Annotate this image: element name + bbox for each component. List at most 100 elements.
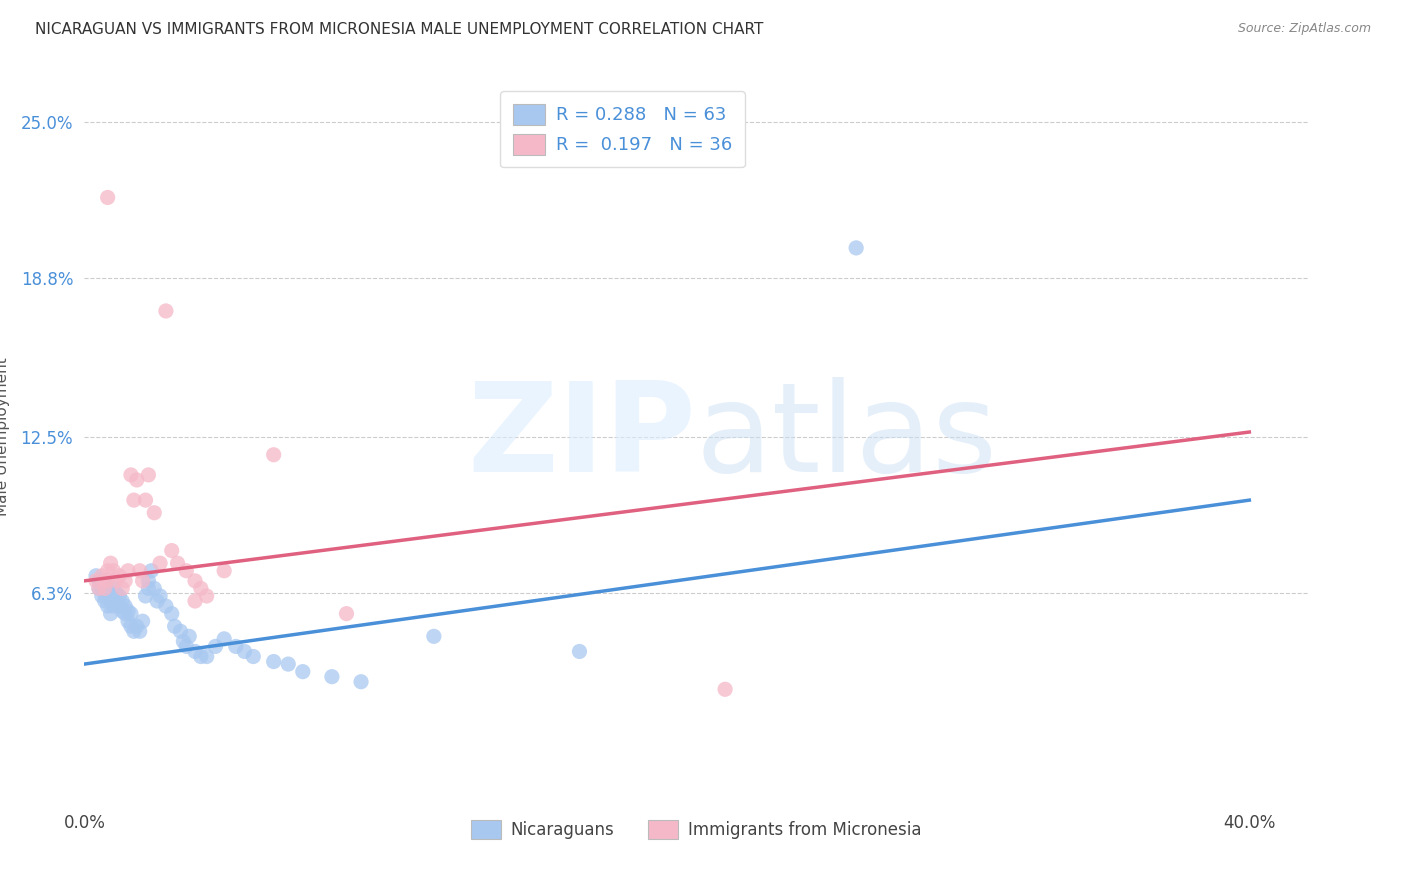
Y-axis label: Male Unemployment: Male Unemployment — [0, 358, 10, 516]
Point — [84, 574, 107, 588]
Point — [138, 582, 160, 596]
Point — [242, 649, 264, 664]
Point — [117, 604, 139, 618]
Point — [103, 599, 125, 613]
Point — [97, 599, 120, 613]
Point — [111, 582, 134, 596]
Point — [190, 649, 212, 664]
Point — [114, 574, 136, 588]
Point — [149, 556, 172, 570]
Point — [263, 655, 285, 669]
Point — [100, 607, 122, 621]
Point — [128, 624, 150, 639]
Point — [90, 589, 112, 603]
Point — [166, 556, 188, 570]
Point — [225, 640, 247, 654]
Point — [111, 594, 134, 608]
Point — [143, 582, 166, 596]
Point — [87, 582, 110, 596]
Point — [184, 594, 207, 608]
Point — [97, 582, 120, 596]
Point — [97, 190, 120, 204]
Point — [131, 574, 153, 588]
Point — [350, 674, 373, 689]
Point — [335, 607, 357, 621]
Point — [190, 582, 212, 596]
Point — [195, 649, 218, 664]
Point — [149, 589, 172, 603]
Point — [321, 670, 343, 684]
Point — [105, 594, 128, 608]
Point — [172, 634, 194, 648]
Point — [84, 569, 107, 583]
Point — [108, 599, 131, 613]
Point — [103, 582, 125, 596]
Point — [714, 682, 737, 697]
Point — [90, 569, 112, 583]
Point — [568, 644, 591, 658]
Point — [87, 574, 110, 588]
Point — [90, 574, 112, 588]
Point — [155, 599, 177, 613]
Point — [122, 624, 145, 639]
Point — [122, 493, 145, 508]
Text: atlas: atlas — [696, 376, 998, 498]
Point — [174, 564, 197, 578]
Point — [93, 594, 115, 608]
Point — [138, 467, 160, 482]
Point — [125, 473, 148, 487]
Point — [125, 619, 148, 633]
Point — [93, 574, 115, 588]
Point — [93, 574, 115, 588]
Point — [114, 599, 136, 613]
Point — [163, 619, 186, 633]
Point — [100, 594, 122, 608]
Point — [105, 574, 128, 588]
Point — [146, 594, 169, 608]
Point — [277, 657, 299, 671]
Point — [87, 582, 110, 596]
Legend: Nicaraguans, Immigrants from Micronesia: Nicaraguans, Immigrants from Micronesia — [464, 814, 928, 846]
Point — [114, 607, 136, 621]
Point — [195, 589, 218, 603]
Point — [128, 564, 150, 578]
Point — [845, 241, 868, 255]
Point — [174, 640, 197, 654]
Text: NICARAGUAN VS IMMIGRANTS FROM MICRONESIA MALE UNEMPLOYMENT CORRELATION CHART: NICARAGUAN VS IMMIGRANTS FROM MICRONESIA… — [35, 22, 763, 37]
Point — [135, 589, 157, 603]
Point — [160, 543, 183, 558]
Point — [97, 574, 120, 588]
Point — [103, 589, 125, 603]
Point — [90, 582, 112, 596]
Point — [155, 304, 177, 318]
Point — [233, 644, 256, 658]
Point — [93, 582, 115, 596]
Point — [138, 574, 160, 588]
Point — [105, 586, 128, 600]
Point — [204, 640, 226, 654]
Point — [131, 614, 153, 628]
Point — [117, 564, 139, 578]
Point — [212, 632, 235, 646]
Point — [108, 589, 131, 603]
Point — [141, 564, 163, 578]
Point — [169, 624, 191, 639]
Point — [120, 467, 142, 482]
Point — [100, 556, 122, 570]
Point — [117, 614, 139, 628]
Point — [120, 607, 142, 621]
Text: ZIP: ZIP — [467, 376, 696, 498]
Point — [291, 665, 314, 679]
Point — [135, 493, 157, 508]
Point — [111, 604, 134, 618]
Point — [143, 506, 166, 520]
Text: Source: ZipAtlas.com: Source: ZipAtlas.com — [1237, 22, 1371, 36]
Point — [423, 629, 446, 643]
Point — [93, 586, 115, 600]
Point — [184, 574, 207, 588]
Point — [184, 644, 207, 658]
Point — [97, 564, 120, 578]
Point — [212, 564, 235, 578]
Point — [97, 589, 120, 603]
Point — [103, 564, 125, 578]
